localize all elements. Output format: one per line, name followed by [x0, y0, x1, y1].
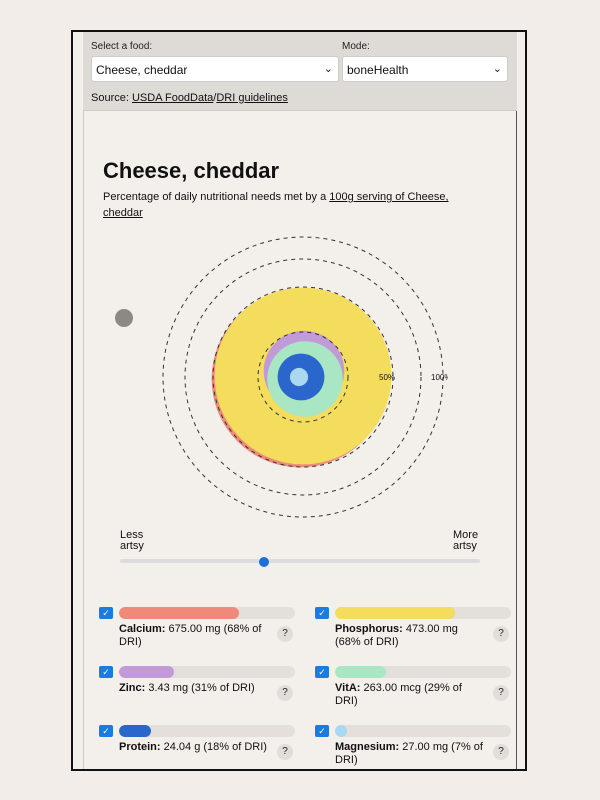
nutrient-text: Calcium: 675.00 mg (68% of DRI) — [119, 623, 269, 649]
nutrient-item: ✓ Zinc: 3.43 mg (31% of DRI)? — [99, 663, 299, 715]
less-artsy-label: Less artsy — [120, 530, 144, 552]
nutrient-bar-fill — [335, 725, 348, 737]
nutrient-name: Phosphorus: — [335, 623, 403, 635]
dashed-ring — [184, 258, 422, 496]
nutrient-bar-track — [119, 666, 295, 678]
dashed-ring — [212, 286, 394, 468]
check-icon[interactable]: ✓ — [315, 607, 329, 619]
source-line: Source: USDA FoodData/DRI guidelines — [91, 92, 288, 104]
nutrient-name: Protein: — [119, 741, 161, 753]
mode-select[interactable]: boneHealth ⌄ — [342, 56, 508, 82]
nutrient-detail: 473.00 mg (68% of DRI) — [335, 623, 458, 648]
check-icon[interactable]: ✓ — [315, 666, 329, 678]
drag-handle-dot[interactable] — [115, 309, 133, 327]
check-icon[interactable]: ✓ — [99, 607, 113, 619]
less-label-line2: artsy — [120, 540, 144, 552]
serving-link[interactable]: 100g serving of Cheese, cheddar — [103, 191, 449, 219]
nutrient-detail: 3.43 mg (31% of DRI) — [145, 682, 255, 694]
mode-select-label: Mode: — [342, 41, 370, 52]
nutrient-bar-fill — [119, 666, 174, 678]
nutrient-item: ✓ Calcium: 675.00 mg (68% of DRI)? — [99, 604, 299, 656]
nutrient-name: VitA: — [335, 682, 361, 694]
nutrient-bar-fill — [119, 607, 239, 619]
check-icon[interactable]: ✓ — [315, 725, 329, 737]
page-title: Cheese, cheddar — [103, 158, 280, 183]
help-icon[interactable]: ? — [493, 685, 509, 701]
nutrient-bar-track — [119, 725, 295, 737]
more-label-line1: More — [453, 529, 479, 541]
less-label-line1: Less — [120, 529, 144, 541]
divider — [83, 102, 84, 769]
app-frame: Select a food: Mode: Cheese, cheddar ⌄ b… — [71, 30, 527, 771]
nutrient-bar-track — [335, 666, 511, 678]
source-prefix: Source: — [91, 92, 132, 104]
source-separator: / — [213, 92, 217, 104]
mode-select-value: boneHealth — [347, 63, 409, 77]
nutrient-detail: 263.00 mcg (29% of DRI) — [335, 682, 462, 707]
nutrient-text: Zinc: 3.43 mg (31% of DRI) — [119, 682, 269, 695]
usda-link[interactable]: USDA FoodData — [131, 92, 214, 104]
nutrient-text: Protein: 24.04 g (18% of DRI) — [119, 741, 269, 754]
nutrient-detail: 24.04 g (18% of DRI) — [160, 741, 267, 753]
artsy-slider-thumb[interactable] — [259, 557, 269, 567]
nutrient-name: Magnesium: — [335, 741, 400, 753]
chevron-down-icon: ⌄ — [323, 63, 333, 75]
chevron-down-icon: ⌄ — [492, 63, 502, 75]
help-icon[interactable]: ? — [493, 626, 509, 642]
nutrient-detail: 27.00 mg (7% of DRI) — [335, 741, 483, 766]
nutrient-detail: 675.00 mg (68% of DRI) — [119, 623, 262, 648]
nutrient-item: ✓ Magnesium: 27.00 mg (7% of DRI)? — [315, 722, 515, 769]
ring-label: 100% — [431, 373, 448, 382]
nutrient-bar-track — [119, 607, 295, 619]
nutrient-text: Magnesium: 27.00 mg (7% of DRI) — [335, 741, 485, 767]
help-icon[interactable]: ? — [277, 744, 293, 760]
ring-label: 50% — [379, 373, 395, 382]
nutrient-text: VitA: 263.00 mcg (29% of DRI) — [335, 682, 485, 708]
scrollbar-edge — [516, 32, 517, 769]
nutrient-item: ✓ VitA: 263.00 mcg (29% of DRI)? — [315, 663, 515, 715]
help-icon[interactable]: ? — [277, 685, 293, 701]
nutrient-bar-fill — [335, 607, 455, 619]
nutrient-bar-fill — [335, 666, 387, 678]
food-select-value: Cheese, cheddar — [96, 63, 188, 77]
nutrient-name: Calcium: — [119, 623, 166, 635]
radial-chart: 50% 100% — [162, 236, 448, 518]
dri-link[interactable]: DRI guidelines — [216, 92, 288, 104]
dashed-ring — [162, 236, 444, 518]
blob-magnesium — [289, 367, 309, 387]
more-artsy-label: More artsy — [453, 530, 478, 552]
nutrient-name: Zinc: — [119, 682, 146, 694]
check-icon[interactable]: ✓ — [99, 725, 113, 737]
food-select[interactable]: Cheese, cheddar ⌄ — [91, 56, 339, 82]
food-select-label: Select a food: — [91, 41, 153, 52]
nutrient-item: ✓ Phosphorus: 473.00 mg (68% of DRI)? — [315, 604, 515, 656]
help-icon[interactable]: ? — [493, 744, 509, 760]
dashed-ring — [257, 331, 349, 423]
subtitle-text: Percentage of daily nutritional needs me… — [103, 191, 330, 203]
page-subtitle: Percentage of daily nutritional needs me… — [103, 189, 473, 221]
check-icon[interactable]: ✓ — [99, 666, 113, 678]
nutrient-bar-fill — [119, 725, 151, 737]
nutrient-item: ✓ Protein: 24.04 g (18% of DRI)? — [99, 722, 299, 769]
nutrient-bar-track — [335, 725, 511, 737]
nutrient-bar-track — [335, 607, 511, 619]
controls-bar: Select a food: Mode: Cheese, cheddar ⌄ b… — [83, 32, 517, 111]
nutrient-text: Phosphorus: 473.00 mg (68% of DRI) — [335, 623, 485, 649]
artsy-slider-track[interactable] — [120, 559, 480, 563]
more-label-line2: artsy — [453, 540, 477, 552]
help-icon[interactable]: ? — [277, 626, 293, 642]
